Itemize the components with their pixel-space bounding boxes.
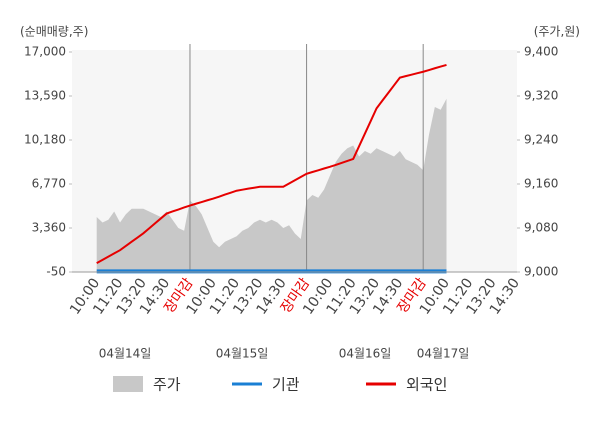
series-line [96, 63, 447, 264]
legend-label: 주가 [153, 376, 181, 394]
y2-tick-label: 9,160 [524, 177, 558, 191]
y2-tick-label: 9,000 [524, 265, 558, 279]
y-tick-label: 13,590 [24, 89, 66, 103]
price-area [96, 98, 447, 272]
date-label: 04월16일 [339, 347, 392, 361]
date-label: 04월17일 [417, 347, 470, 361]
y2-axis-title: (주가,원) [534, 25, 580, 39]
y2-tick-label: 9,240 [524, 133, 558, 147]
y-tick-label: 6,770 [32, 177, 66, 191]
legend-label: 기관 [272, 376, 300, 394]
legend-item: 외국인 [366, 376, 447, 394]
y-tick-label: -50 [46, 265, 66, 279]
date-label: 04월15일 [216, 347, 269, 361]
legend-swatch [113, 376, 143, 392]
legend-label: 외국인 [406, 376, 447, 394]
legend-item: 기관 [232, 376, 300, 394]
y2-tick-label: 9,080 [524, 221, 558, 235]
y2-tick-label: 9,320 [524, 89, 558, 103]
y-tick-label: 10,180 [24, 133, 66, 147]
date-label: 04월14일 [99, 347, 152, 361]
y2-tick-label: 9,400 [524, 45, 558, 59]
y-axis-title: (순매매량,주) [20, 25, 88, 39]
y-tick-label: 17,000 [24, 45, 66, 59]
legend-item: 주가 [113, 376, 181, 394]
y-tick-label: 3,360 [32, 221, 66, 235]
